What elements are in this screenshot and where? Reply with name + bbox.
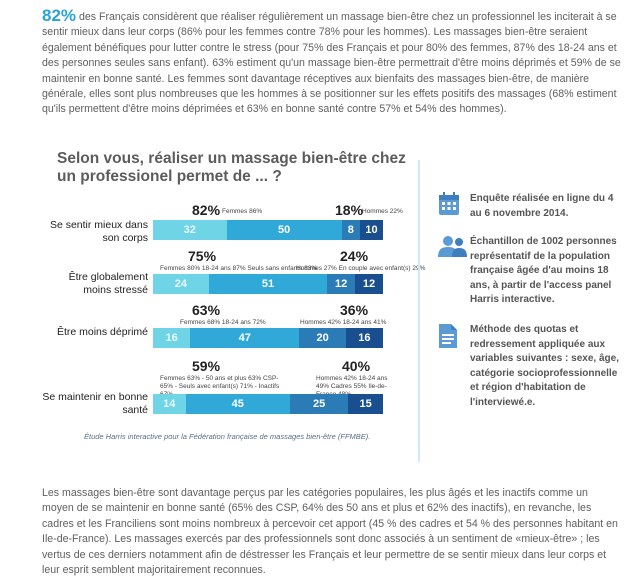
intro-text: des Français considèrent que réaliser ré…	[42, 11, 621, 116]
row3-left-note: Femmes 68% 18-24 ans 72%	[180, 319, 266, 326]
intro-paragraph: 82% des Français considèrent que réalise…	[42, 6, 622, 118]
bar-segment-2-3: 12	[327, 274, 356, 294]
row1-right-note: Hommes 22%	[362, 208, 403, 215]
chart-title: Selon vous, réaliser un massage bien-êtr…	[57, 150, 406, 185]
bar-segment-1-3: 8	[341, 220, 360, 240]
bar-row-2: 24 51 12 12	[153, 274, 383, 294]
row2-left-total: 75%	[188, 248, 217, 264]
row1-right-total: 18%	[335, 202, 364, 218]
chart-source: Étude Harris interactive pour la Fédérat…	[84, 432, 371, 441]
people-icon	[438, 235, 468, 264]
divider	[418, 160, 420, 462]
bar-row-4: 14 45 25 15	[153, 394, 383, 414]
bar-segment-4-4: 15	[348, 394, 383, 414]
row2-right-total: 24%	[340, 248, 369, 264]
info-text-survey-date: Enquête réalisée en ligne du 4 au 6 nove…	[470, 193, 614, 219]
bar-segment-3-1: 16	[153, 328, 191, 348]
bar-segment-3-3: 20	[299, 328, 346, 348]
row-label-1: Se sentir mieux dans son corps	[49, 219, 148, 244]
bar-segment-4-1: 14	[153, 394, 186, 414]
bar-segment-2-2: 51	[208, 274, 328, 294]
info-text-sample: Échantillon de 1002 personnes représenta…	[470, 236, 617, 305]
bar-segment-4-3: 25	[290, 394, 349, 414]
row-label-3: Être moins déprimé	[56, 326, 148, 338]
info-text-method: Méthode des quotas et redressement appli…	[470, 324, 619, 408]
row1-left-note: Femmes 86%	[222, 208, 263, 215]
bar-segment-1-2: 50	[226, 220, 342, 240]
intro-highlight: 82%	[42, 6, 77, 25]
bar-segment-2-1: 24	[153, 274, 209, 294]
bar-segment-3-4: 16	[345, 328, 383, 348]
row1-left-total: 82%	[192, 202, 221, 218]
row2-left-note: Femmes 80% 18-24 ans 87% Seuls sans enfa…	[160, 265, 318, 272]
document-icon	[438, 323, 458, 354]
row2-right-note: Hommes 27% En couple avec enfant(s) 29%	[296, 265, 426, 272]
row-label-2: Être globalement moins stressé	[68, 271, 148, 296]
row3-right-total: 36%	[340, 302, 369, 318]
bar-segment-1-4: 10	[360, 220, 383, 240]
row-label-4: Se maintenir en bonne santé	[42, 391, 148, 416]
row4-left-total: 59%	[192, 358, 221, 374]
bar-segment-2-4: 12	[355, 274, 383, 294]
calendar-icon	[438, 192, 460, 221]
bar-segment-4-2: 45	[185, 394, 291, 414]
bar-row-1: 32 50 8 10	[153, 220, 383, 240]
bar-segment-1-1: 32	[153, 220, 227, 240]
outro-paragraph: Les massages bien-être sont davantage pe…	[42, 487, 618, 577]
row3-left-total: 63%	[192, 302, 221, 318]
row4-right-total: 40%	[342, 358, 371, 374]
bar-segment-3-2: 47	[190, 328, 300, 348]
bar-row-3: 16 47 20 16	[153, 328, 383, 348]
row3-right-note: Hommes 42% 18-24 ans 41%	[300, 319, 387, 326]
